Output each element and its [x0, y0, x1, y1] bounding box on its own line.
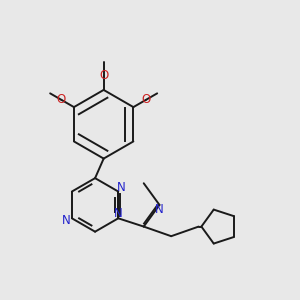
- Text: N: N: [62, 214, 71, 226]
- Text: N: N: [117, 181, 126, 194]
- Text: N: N: [114, 207, 123, 220]
- Text: O: O: [57, 93, 66, 106]
- Text: N: N: [155, 203, 164, 216]
- Text: O: O: [99, 69, 108, 82]
- Text: O: O: [141, 93, 151, 106]
